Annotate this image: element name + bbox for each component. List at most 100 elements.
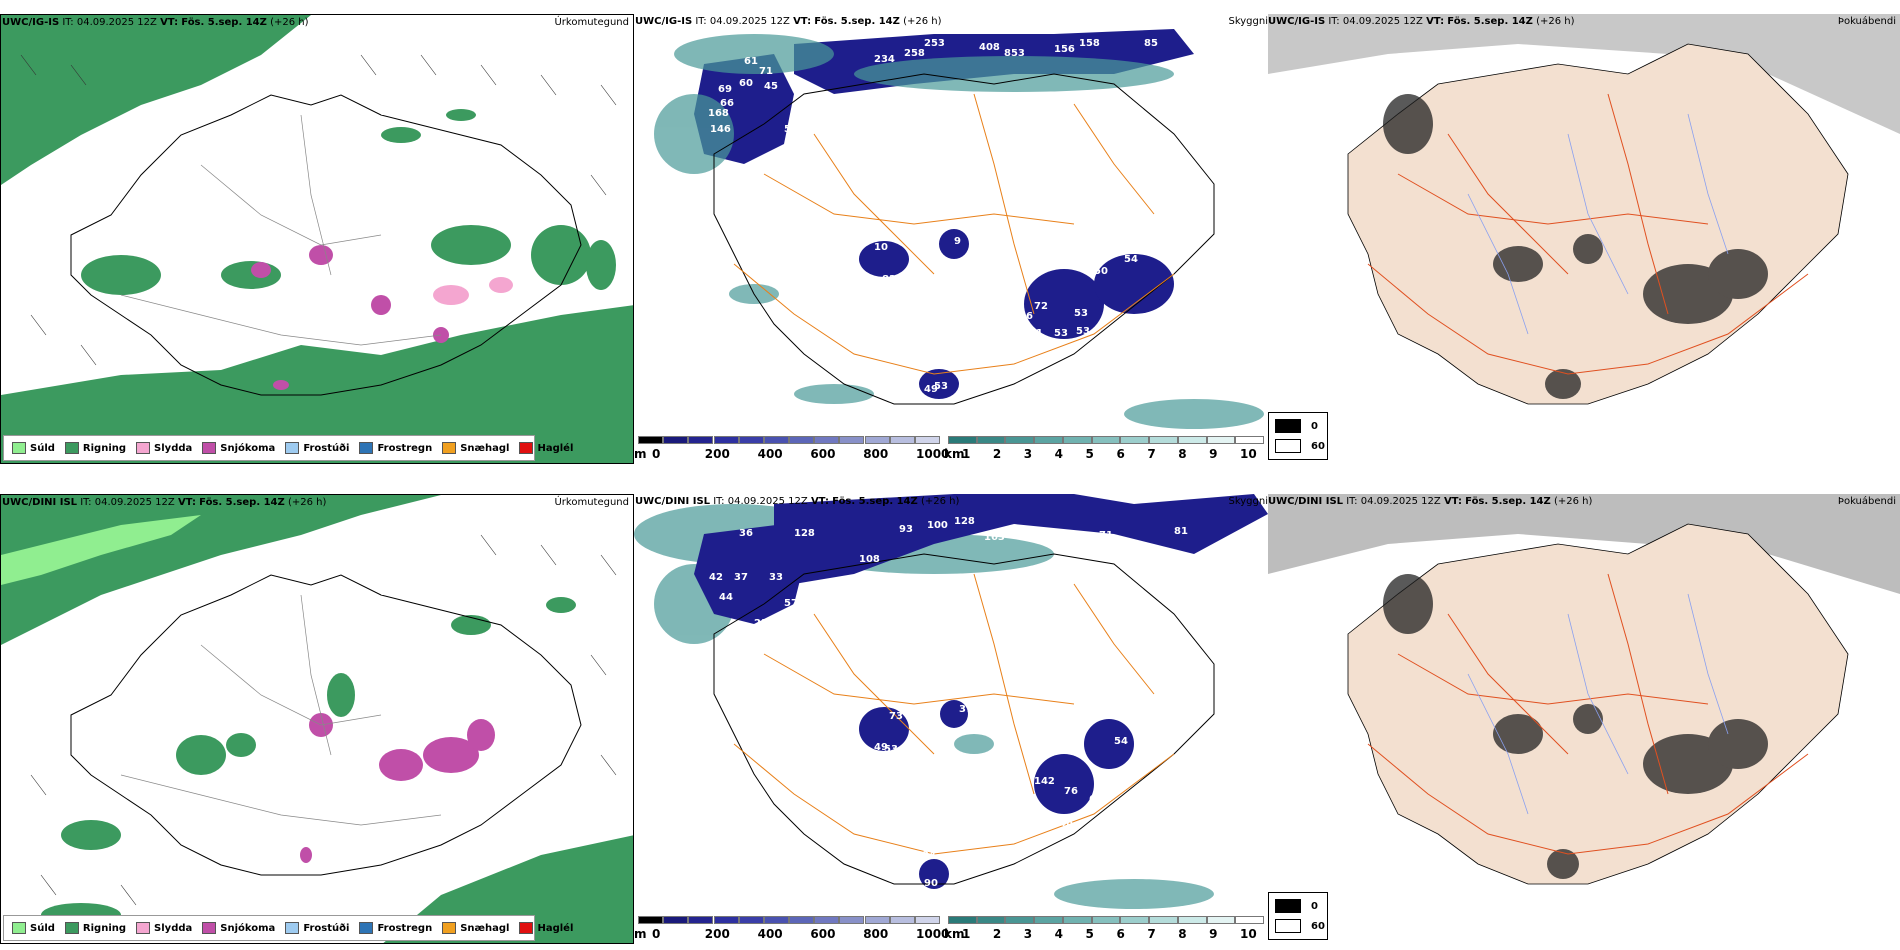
- colorbar-segment: [1091, 916, 1121, 924]
- colorbar-segment: [713, 436, 739, 444]
- panel-title: UWC/IG-IS IT: 04.09.2025 12Z VT: Fös. 5.…: [1268, 16, 1575, 28]
- lead-time: (+26 h): [270, 17, 309, 28]
- green-band-north: [1, 15, 311, 185]
- roads: [733, 93, 1175, 375]
- legend-item: Rigning: [64, 922, 127, 934]
- roads: [733, 573, 1175, 855]
- low-cloud-inland: [859, 700, 1134, 889]
- cloud-base-value: 71: [759, 66, 773, 77]
- shade-legend-row: 0: [1275, 899, 1318, 913]
- legend-swatch: [442, 442, 457, 454]
- cloud-base-value: 142: [1034, 776, 1055, 787]
- shade-legend-row: 60: [1275, 439, 1325, 453]
- cloud-base-panel-2: 36 128 93 100 128 163 71 81 108 42 37 33 44 57 789 232 7…: [634, 494, 1268, 944]
- it-label: IT:: [62, 17, 74, 28]
- vt-label: VT:: [810, 496, 829, 507]
- colorbar-tick: 200: [704, 447, 730, 461]
- panel-title: UWC/IG-IS IT: 04.09.2025 12Z VT: Fös. 5.…: [2, 17, 309, 29]
- legend-item: Frostúði: [285, 442, 349, 454]
- legend-swatch: [12, 442, 26, 454]
- model-name: UWC/DINI ISL: [2, 497, 78, 508]
- cloud-base-value: 234: [874, 54, 895, 65]
- cloud-base-value: 53: [884, 744, 898, 755]
- colorbar-tick: 1: [962, 927, 971, 941]
- roads: [120, 594, 442, 826]
- cloud-base-value: 258: [904, 48, 925, 59]
- land: [1347, 43, 1849, 405]
- colorbar-segment: [1120, 436, 1150, 444]
- colorbar-tick: 7: [1147, 927, 1156, 941]
- cloud-base-value: 46: [1059, 818, 1073, 829]
- legend-label: Slydda: [154, 922, 193, 934]
- legend-label: Slydda: [154, 442, 193, 454]
- colorbar-tick: 7: [1147, 447, 1156, 461]
- colorbar-segment: [864, 436, 890, 444]
- colorbar-segment: [1149, 916, 1178, 924]
- colorbar-segment: [713, 916, 739, 924]
- vt-label: VT:: [793, 16, 812, 27]
- colorbar-segment: [1149, 436, 1178, 444]
- colorbar-segment: [1120, 916, 1150, 924]
- fog-map-1: [1268, 14, 1900, 405]
- iceland-outline: [713, 73, 1215, 405]
- shade-swatch: [1275, 439, 1301, 453]
- it-label: IT:: [1328, 16, 1340, 27]
- colorbar-tick: 9: [1209, 447, 1218, 461]
- panel-type-label: Úrkomutegund: [554, 17, 629, 28]
- roads: [1367, 573, 1809, 855]
- cloud-base-value: 53: [934, 381, 948, 392]
- colorbar-segment: [1062, 436, 1092, 444]
- valid-time: Fös. 5.sep. 14Z: [832, 496, 918, 507]
- legend-label: Snæhagl: [460, 922, 510, 934]
- legend-label: Rigning: [82, 922, 127, 934]
- colorbar-tick: 800: [863, 927, 889, 941]
- colorbar-segment: [1206, 916, 1236, 924]
- cloud-base-value: 54: [1114, 736, 1128, 747]
- land: [1347, 523, 1849, 885]
- panel-title: UWC/DINI ISL IT: 04.09.2025 12Z VT: Fös.…: [1268, 496, 1592, 508]
- colorbar-tick: 8: [1178, 927, 1187, 941]
- legend-item: Súld: [12, 442, 55, 454]
- cloud-base-value: 94: [922, 850, 936, 861]
- precip-map-1: [1, 15, 633, 463]
- colorbar-tick: 2: [992, 447, 1002, 461]
- colorbar-segment: [1235, 436, 1264, 444]
- vt-label: VT:: [1426, 16, 1445, 27]
- legend-item: Haglél: [519, 922, 573, 934]
- rivers: [1467, 593, 1729, 815]
- legend-label: Haglél: [537, 922, 574, 934]
- colorbar-segment: [1034, 916, 1063, 924]
- valid-time: Fös. 5.sep. 14Z: [814, 16, 900, 27]
- legend-label: Frostregn: [377, 922, 433, 934]
- colorbar-tick: 600: [810, 447, 836, 461]
- fog-patches: [1383, 94, 1768, 399]
- rivers: [1467, 113, 1729, 335]
- shade-label: 0: [1311, 900, 1318, 912]
- legend-label: Snjókoma: [220, 442, 276, 454]
- sea-shade: [1268, 14, 1900, 134]
- legend-swatch: [519, 442, 534, 454]
- shade-label: 60: [1311, 920, 1325, 932]
- colorbar-tick: 1000: [916, 927, 950, 941]
- colorbar-tick: 4: [1054, 447, 1064, 461]
- cloud-base-value: 90: [924, 878, 938, 889]
- cloud-base-value: 61: [1089, 794, 1103, 805]
- colorbar-segment: [914, 436, 940, 444]
- legend-item: Súld: [12, 922, 55, 934]
- legend-item: Frostúði: [285, 922, 349, 934]
- cloud-base-value: 72: [1034, 301, 1048, 312]
- legend-item: Snjókoma: [202, 442, 275, 454]
- legend-label: Frostúði: [303, 442, 350, 454]
- legend-swatch: [64, 442, 79, 454]
- colorbar-segment: [976, 916, 1006, 924]
- legend-swatch: [519, 922, 534, 934]
- colorbar-segment: [814, 916, 840, 924]
- legend-swatch: [285, 922, 300, 934]
- cloud-base-value: 108: [859, 554, 880, 565]
- cloud-base-value: 100: [927, 520, 948, 531]
- precip-map-2: [1, 495, 633, 943]
- snow-patches: [300, 713, 495, 863]
- colorbar-segment: [688, 916, 714, 924]
- colorbar-segment: [1177, 916, 1207, 924]
- vt-label: VT:: [177, 497, 196, 508]
